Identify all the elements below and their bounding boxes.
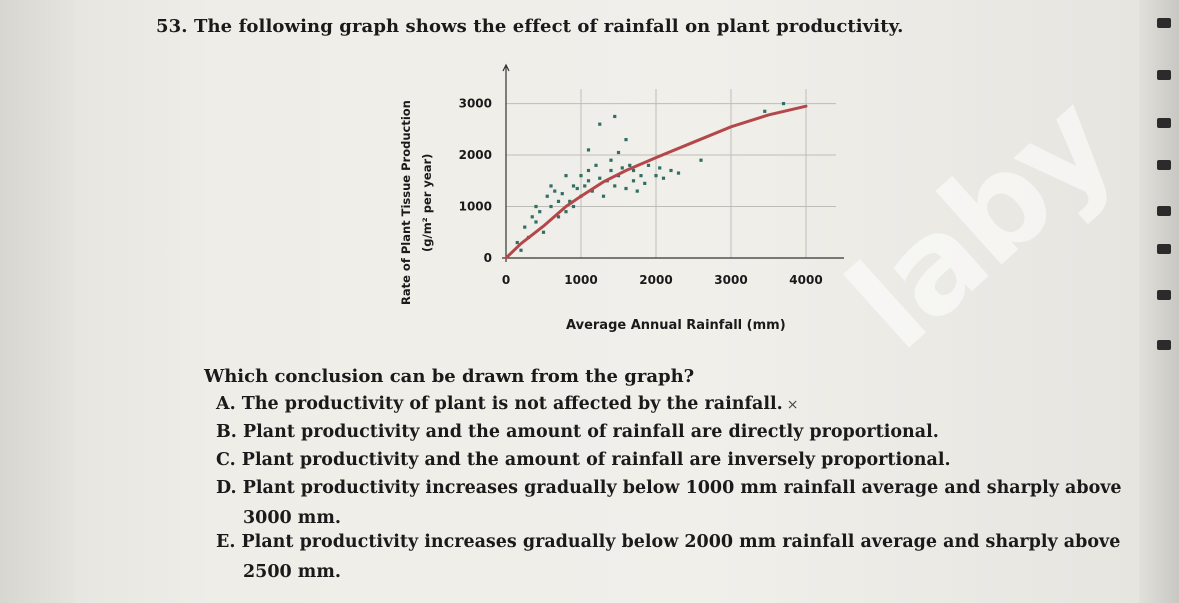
x-tick-label: 4000: [789, 273, 822, 287]
right-page-edge: [1139, 0, 1179, 603]
scatter-chart: 0 1000 2000 3000 0 1000 2000 3000 4000: [459, 63, 844, 287]
data-point: [515, 240, 519, 245]
data-point: [586, 148, 591, 152]
option-b[interactable]: B. Plant productivity and the amount of …: [216, 422, 939, 442]
data-point: [568, 199, 572, 203]
trend-line: [504, 104, 808, 260]
data-point: [646, 163, 651, 167]
chart-ylabel-units: (g/m² per year): [420, 153, 434, 252]
data-point: [601, 194, 606, 198]
y-axis-arrow-icon: [502, 63, 510, 72]
x-tick-label: 3000: [714, 273, 747, 287]
data-point: [534, 220, 538, 224]
data-point: [658, 166, 662, 170]
chart-xlabel: Average Annual Rainfall (mm): [566, 318, 786, 333]
data-point: [620, 166, 624, 170]
data-point: [616, 150, 621, 155]
chart-trend: [504, 104, 808, 260]
y-tick-label: 0: [484, 251, 492, 265]
data-point: [661, 176, 666, 180]
data-point: [519, 248, 523, 252]
data-point: [609, 158, 613, 162]
option-e[interactable]: E. Plant productivity increases graduall…: [216, 532, 1121, 552]
data-point: [553, 189, 557, 193]
data-point: [571, 184, 576, 188]
data-point: [586, 168, 591, 173]
question-title: 53. The following graph shows the effect…: [156, 16, 904, 37]
data-point: [598, 122, 602, 126]
data-point: [699, 158, 703, 162]
data-point: [613, 184, 617, 188]
data-point: [579, 174, 583, 178]
data-point: [624, 186, 628, 191]
data-point: [575, 186, 579, 191]
y-tick-label: 2000: [459, 148, 492, 162]
x-tick-label: 1000: [564, 273, 597, 287]
data-point: [639, 174, 643, 178]
data-point: [590, 189, 594, 193]
data-point: [560, 192, 564, 196]
data-point: [538, 210, 542, 214]
data-point: [556, 215, 561, 219]
watermark: laby: [820, 68, 1141, 378]
data-point: [571, 204, 576, 209]
data-point: [635, 189, 639, 193]
data-point: [609, 168, 613, 173]
data-point: [594, 163, 598, 167]
data-point: [654, 174, 658, 178]
chart-points: [515, 101, 786, 252]
data-point: [781, 101, 786, 106]
data-point: [545, 194, 549, 198]
option-a-label: A. The productivity of plant is not affe…: [216, 394, 783, 414]
option-e-continuation: 2500 mm.: [243, 562, 341, 582]
data-point: [523, 225, 527, 229]
data-point: [631, 168, 636, 173]
data-point: [556, 199, 561, 203]
data-point: [669, 168, 673, 173]
y-tick-label: 3000: [459, 97, 492, 111]
data-point: [628, 163, 632, 167]
data-point: [534, 204, 538, 209]
option-d[interactable]: D. Plant productivity increases graduall…: [216, 478, 1122, 498]
data-point: [530, 215, 534, 219]
question-prompt: Which conclusion can be drawn from the g…: [204, 366, 695, 387]
chart-ylabel: Rate of Plant Tissue Production: [399, 100, 413, 305]
left-gutter: [0, 0, 75, 603]
x-tick-label: 0: [502, 273, 510, 287]
data-point: [583, 184, 587, 188]
data-point: [624, 138, 628, 142]
chart-ticks: 0 1000 2000 3000 0 1000 2000 3000 4000: [459, 97, 823, 287]
data-point: [564, 210, 568, 214]
data-point: [643, 181, 647, 185]
data-point: [586, 179, 591, 183]
data-point: [763, 109, 767, 113]
data-point: [541, 230, 546, 234]
option-a[interactable]: A. The productivity of plant is not affe…: [216, 394, 798, 414]
chart-grid: [502, 63, 844, 262]
data-point: [631, 179, 636, 183]
data-point: [564, 174, 568, 178]
data-point: [613, 114, 617, 119]
data-point: [676, 171, 681, 175]
cross-mark-icon: ×: [786, 397, 799, 413]
data-point: [598, 176, 602, 180]
data-point: [549, 184, 553, 188]
y-tick-label: 1000: [459, 200, 492, 214]
option-d-continuation: 3000 mm.: [243, 508, 341, 528]
option-c[interactable]: C. Plant productivity and the amount of …: [216, 450, 951, 470]
data-point: [549, 204, 553, 209]
x-tick-label: 2000: [639, 273, 672, 287]
